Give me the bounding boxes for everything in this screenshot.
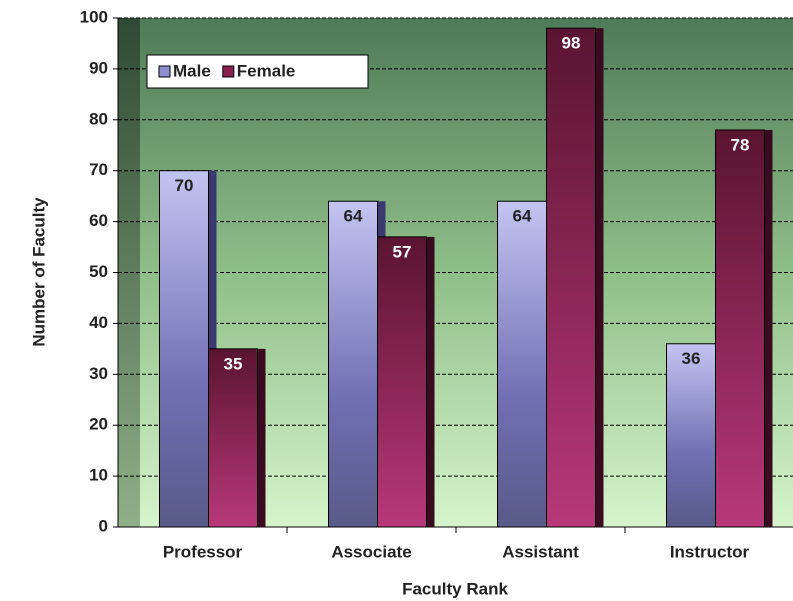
x-tick-label: Instructor: [670, 542, 750, 561]
y-tick-label: 90: [89, 58, 108, 77]
data-label: 35: [224, 354, 243, 373]
y-tick-label: 30: [89, 364, 108, 383]
x-axis-title: Faculty Rank: [402, 579, 508, 598]
legend-swatch: [158, 65, 171, 78]
data-label: 64: [513, 207, 532, 226]
bar: [497, 200, 547, 528]
bar: [666, 343, 716, 528]
data-label: 36: [682, 349, 701, 368]
y-tick-label: 0: [99, 516, 108, 535]
bar: [159, 170, 209, 528]
data-label: 78: [731, 135, 750, 154]
y-axis-title: Number of Faculty: [29, 197, 48, 347]
legend-label: Female: [237, 61, 296, 80]
y-tick-label: 60: [89, 211, 108, 230]
bar-side: [764, 129, 773, 528]
x-tick-label: Assistant: [502, 542, 579, 561]
x-tick-label: Associate: [331, 542, 411, 561]
bar: [328, 200, 378, 528]
bar-side: [426, 236, 435, 527]
y-tick-label: 80: [89, 109, 108, 128]
side-wall: [118, 18, 140, 527]
data-label: 64: [344, 207, 363, 226]
legend-swatch: [222, 65, 235, 78]
y-tick-label: 70: [89, 160, 108, 179]
y-tick-label: 100: [80, 7, 108, 26]
x-tick-label: Professor: [163, 542, 243, 561]
bar: [546, 27, 596, 528]
legend-label: Male: [173, 61, 211, 80]
data-label: 98: [562, 34, 581, 53]
data-label: 57: [393, 242, 412, 261]
y-tick-label: 20: [89, 415, 108, 434]
bar: [208, 348, 258, 528]
y-tick-label: 40: [89, 313, 108, 332]
bar-side: [257, 348, 266, 527]
bar: [715, 129, 765, 528]
bar-side: [595, 28, 604, 528]
y-tick-label: 10: [89, 466, 108, 485]
data-label: 70: [175, 176, 194, 195]
bar: [377, 236, 427, 528]
legend-box: [146, 54, 369, 89]
y-tick-label: 50: [89, 262, 108, 281]
